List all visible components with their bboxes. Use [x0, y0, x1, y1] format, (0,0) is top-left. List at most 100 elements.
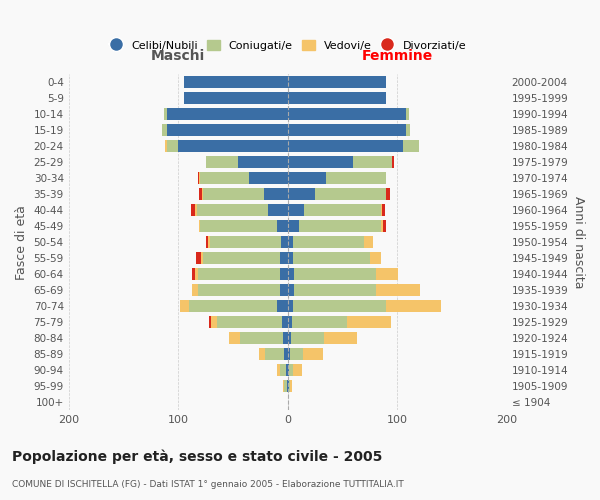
- Bar: [184, 92, 287, 104]
- Bar: [164, 108, 167, 120]
- Bar: [280, 284, 287, 296]
- Bar: [280, 364, 286, 376]
- Bar: [277, 300, 287, 312]
- Bar: [353, 156, 392, 168]
- Bar: [287, 156, 353, 168]
- Bar: [293, 236, 364, 248]
- Bar: [178, 140, 287, 152]
- Bar: [263, 188, 287, 200]
- Bar: [287, 108, 406, 120]
- Bar: [193, 284, 198, 296]
- Bar: [299, 220, 381, 232]
- Bar: [193, 268, 194, 280]
- Bar: [287, 140, 403, 152]
- Bar: [162, 124, 167, 136]
- Bar: [281, 236, 287, 248]
- Bar: [282, 316, 287, 328]
- Bar: [370, 252, 381, 264]
- Bar: [283, 380, 284, 392]
- Bar: [294, 268, 376, 280]
- Bar: [293, 300, 386, 312]
- Bar: [287, 284, 294, 296]
- Bar: [211, 316, 217, 328]
- Bar: [196, 252, 201, 264]
- Bar: [287, 236, 293, 248]
- Bar: [287, 252, 293, 264]
- Bar: [199, 188, 202, 200]
- Bar: [198, 268, 280, 280]
- Bar: [259, 348, 265, 360]
- Bar: [287, 348, 290, 360]
- Bar: [287, 300, 293, 312]
- Bar: [203, 188, 263, 200]
- Bar: [217, 316, 282, 328]
- Bar: [292, 316, 347, 328]
- Bar: [191, 204, 194, 216]
- Bar: [324, 332, 356, 344]
- Bar: [167, 140, 178, 152]
- Bar: [287, 316, 292, 328]
- Bar: [167, 108, 287, 120]
- Bar: [287, 188, 315, 200]
- Bar: [386, 188, 389, 200]
- Bar: [199, 220, 200, 232]
- Bar: [194, 268, 198, 280]
- Bar: [206, 156, 238, 168]
- Bar: [209, 316, 211, 328]
- Bar: [381, 220, 383, 232]
- Bar: [189, 300, 277, 312]
- Text: Femmine: Femmine: [362, 50, 433, 64]
- Bar: [287, 204, 304, 216]
- Bar: [303, 348, 323, 360]
- Bar: [294, 284, 376, 296]
- Bar: [284, 380, 287, 392]
- Text: COMUNE DI ISCHITELLA (FG) - Dati ISTAT 1° gennaio 2005 - Elaborazione TUTTITALIA: COMUNE DI ISCHITELLA (FG) - Dati ISTAT 1…: [12, 480, 404, 489]
- Bar: [376, 268, 398, 280]
- Bar: [287, 380, 289, 392]
- Bar: [238, 156, 287, 168]
- Bar: [293, 252, 370, 264]
- Bar: [167, 124, 287, 136]
- Bar: [199, 172, 200, 184]
- Bar: [203, 252, 280, 264]
- Text: Maschi: Maschi: [151, 50, 205, 64]
- Bar: [280, 252, 287, 264]
- Bar: [280, 268, 287, 280]
- Bar: [287, 124, 406, 136]
- Bar: [208, 236, 210, 248]
- Bar: [406, 124, 410, 136]
- Bar: [265, 348, 284, 360]
- Bar: [286, 364, 287, 376]
- Bar: [383, 220, 386, 232]
- Bar: [315, 188, 386, 200]
- Bar: [287, 76, 386, 88]
- Bar: [184, 76, 287, 88]
- Bar: [284, 348, 287, 360]
- Bar: [229, 332, 239, 344]
- Bar: [239, 332, 283, 344]
- Bar: [392, 156, 394, 168]
- Bar: [289, 380, 290, 392]
- Bar: [382, 204, 385, 216]
- Bar: [287, 172, 326, 184]
- Bar: [202, 188, 203, 200]
- Bar: [287, 92, 386, 104]
- Legend: Celibi/Nubili, Coniugati/e, Vedovi/e, Divorziati/e: Celibi/Nubili, Coniugati/e, Vedovi/e, Di…: [106, 36, 470, 54]
- Bar: [200, 172, 250, 184]
- Y-axis label: Fasce di età: Fasce di età: [15, 205, 28, 280]
- Bar: [277, 220, 287, 232]
- Bar: [194, 204, 197, 216]
- Bar: [347, 316, 391, 328]
- Bar: [386, 300, 441, 312]
- Bar: [406, 108, 409, 120]
- Bar: [304, 204, 381, 216]
- Bar: [268, 204, 287, 216]
- Bar: [291, 332, 324, 344]
- Bar: [198, 284, 280, 296]
- Bar: [290, 380, 292, 392]
- Bar: [200, 220, 277, 232]
- Y-axis label: Anni di nascita: Anni di nascita: [572, 196, 585, 288]
- Bar: [376, 284, 420, 296]
- Bar: [364, 236, 373, 248]
- Bar: [206, 236, 208, 248]
